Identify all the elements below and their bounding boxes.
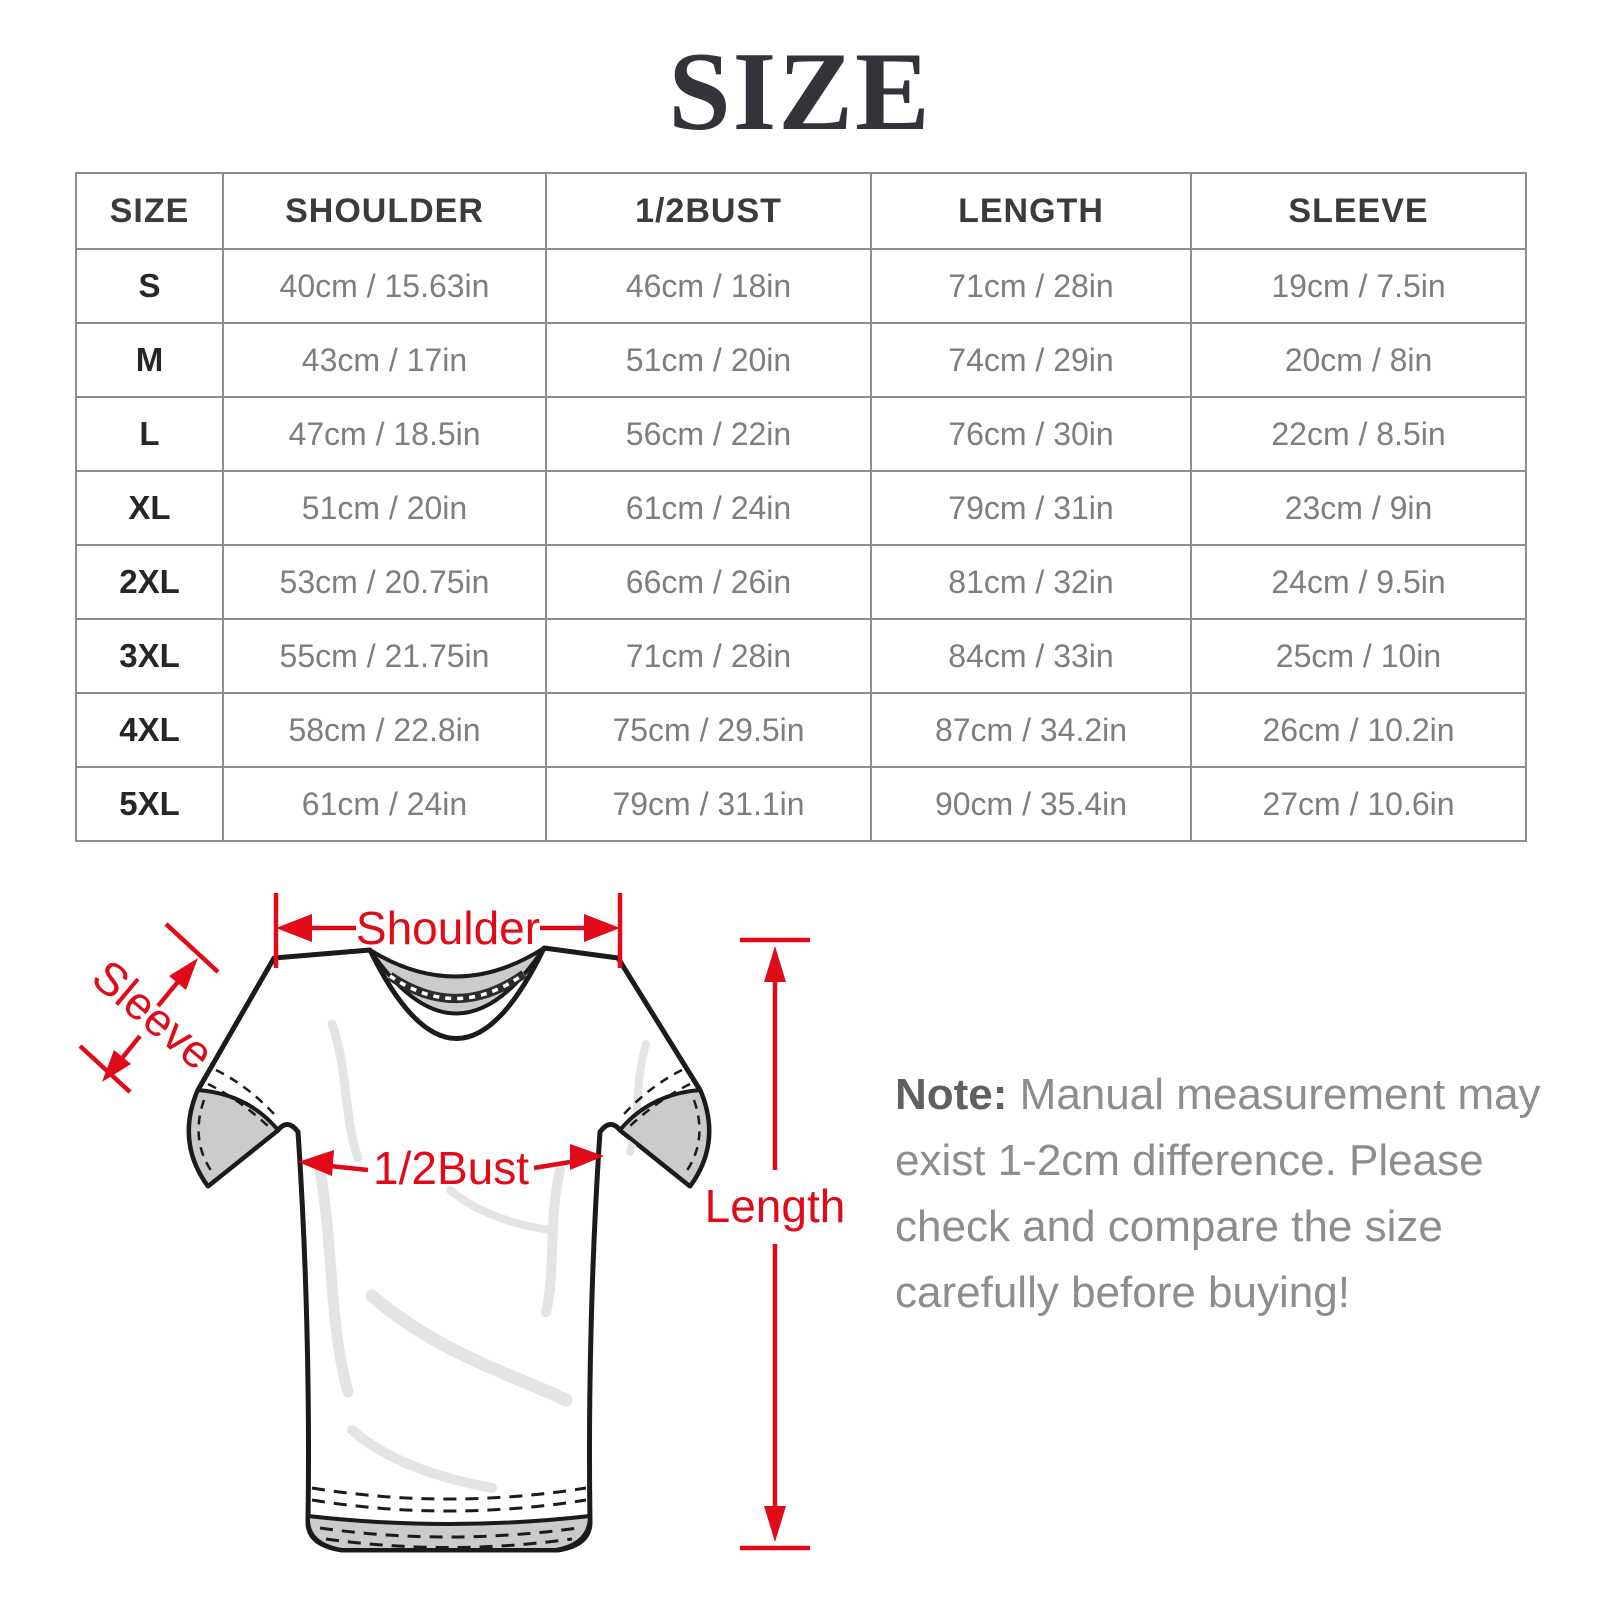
table-row: 5XL 61cm / 24in 79cm / 31.1in 90cm / 35.… [75,766,1527,842]
hem-band [305,1514,592,1552]
wrinkle-shading [312,1019,650,1493]
length-cell: 76cm / 30in [870,396,1192,472]
sleeve-cell: 27cm / 10.6in [1190,766,1527,842]
arrow-left-icon [276,914,312,942]
col-header-bust: 1/2BUST [545,172,872,250]
shoulder-dimension-label: Shoulder [356,902,540,954]
sleeve-cell: 19cm / 7.5in [1190,248,1527,324]
col-header-length: LENGTH [870,172,1192,250]
bust-cell: 46cm / 18in [545,248,872,324]
length-cell: 81cm / 32in [870,544,1192,620]
size-cell: 5XL [75,766,224,842]
bust-dimension-label: 1/2Bust [373,1142,529,1194]
shoulder-measure: Shoulder [273,893,623,968]
length-dimension-label: Length [705,1180,846,1232]
table-row: 2XL 53cm / 20.75in 66cm / 26in 81cm / 32… [75,544,1527,620]
arrow-right-icon [570,1144,604,1170]
col-header-size: SIZE [75,172,224,250]
length-cell: 71cm / 28in [870,248,1192,324]
size-cell: M [75,322,224,398]
bust-cell: 56cm / 22in [545,396,872,472]
bust-cell: 51cm / 20in [545,322,872,398]
measurement-note: Note: Manual measurement may exist 1-2cm… [895,1062,1541,1326]
arrow-up-icon [764,946,786,982]
bust-cell: 61cm / 24in [545,470,872,546]
length-measure: Length [705,937,846,1551]
shoulder-cell: 43cm / 17in [222,322,547,398]
table-row: XL 51cm / 20in 61cm / 24in 79cm / 31in 2… [75,470,1527,546]
note-line: check and compare the size [895,1202,1443,1251]
sleeve-cell: 26cm / 10.2in [1190,692,1527,768]
tshirt-measurement-diagram: Shoulder Sleeve 1/2Bust Length [78,893,846,1553]
shoulder-cell: 51cm / 20in [222,470,547,546]
sleeve-cell: 24cm / 9.5in [1190,544,1527,620]
hem-stitches [311,1486,587,1549]
length-cell: 74cm / 29in [870,322,1192,398]
bust-measure: 1/2Bust [298,1142,604,1194]
note-line: exist 1-2cm difference. Please [895,1136,1484,1185]
size-cell: S [75,248,224,324]
note-line: Note: Manual measurement may [895,1062,1541,1128]
arrow-left-icon [298,1150,334,1176]
table-row: M 43cm / 17in 51cm / 20in 74cm / 29in 20… [75,322,1527,398]
cuff-stitches [197,1068,701,1173]
shoulder-cell: 58cm / 22.8in [222,692,547,768]
bust-cell: 66cm / 26in [545,544,872,620]
table-row: 3XL 55cm / 21.75in 71cm / 28in 84cm / 33… [75,618,1527,694]
arrow-down-left-icon [102,1050,131,1082]
shoulder-cell: 47cm / 18.5in [222,396,547,472]
bust-cell: 79cm / 31.1in [545,766,872,842]
tshirt-body [186,945,712,1553]
table-row: 4XL 58cm / 22.8in 75cm / 29.5in 87cm / 3… [75,692,1527,768]
shoulder-cell: 61cm / 24in [222,766,547,842]
sleeve-measure: Sleeve [78,922,224,1094]
bust-cell: 75cm / 29.5in [545,692,872,768]
page-title: SIZE [668,30,932,154]
size-cell: 4XL [75,692,224,768]
note-text: Manual measurement may [1019,1070,1541,1119]
note-label: Note: [895,1070,1008,1119]
length-cell: 90cm / 35.4in [870,766,1192,842]
table-row: S 40cm / 15.63in 46cm / 18in 71cm / 28in… [75,248,1527,324]
shoulder-cell: 53cm / 20.75in [222,544,547,620]
size-cell: L [75,396,224,472]
size-cell: 2XL [75,544,224,620]
sleeve-cell: 20cm / 8in [1190,322,1527,398]
length-cell: 79cm / 31in [870,470,1192,546]
shoulder-cell: 55cm / 21.75in [222,618,547,694]
tshirt-illustration [186,945,712,1553]
sleeve-cell: 25cm / 10in [1190,618,1527,694]
length-cell: 84cm / 33in [870,618,1192,694]
table-row: L 47cm / 18.5in 56cm / 22in 76cm / 30in … [75,396,1527,472]
bust-cell: 71cm / 28in [545,618,872,694]
size-table: SIZE SHOULDER 1/2BUST LENGTH SLEEVE S 40… [75,172,1527,842]
sleeve-dimension-label: Sleeve [83,949,224,1079]
shoulder-cell: 40cm / 15.63in [222,248,547,324]
sleeve-cell: 23cm / 9in [1190,470,1527,546]
size-cell: XL [75,470,224,546]
table-header-row: SIZE SHOULDER 1/2BUST LENGTH SLEEVE [75,172,1527,250]
collar [368,946,546,1016]
arrow-down-icon [764,1506,786,1542]
arrow-right-icon [584,914,620,942]
length-cell: 87cm / 34.2in [870,692,1192,768]
size-cell: 3XL [75,618,224,694]
collar-stitch-detail [389,972,526,1001]
sleeve-cell: 22cm / 8.5in [1190,396,1527,472]
arrow-up-right-icon [169,958,198,990]
col-header-sleeve: SLEEVE [1190,172,1527,250]
col-header-shoulder: SHOULDER [222,172,547,250]
note-line: carefully before buying! [895,1268,1350,1317]
